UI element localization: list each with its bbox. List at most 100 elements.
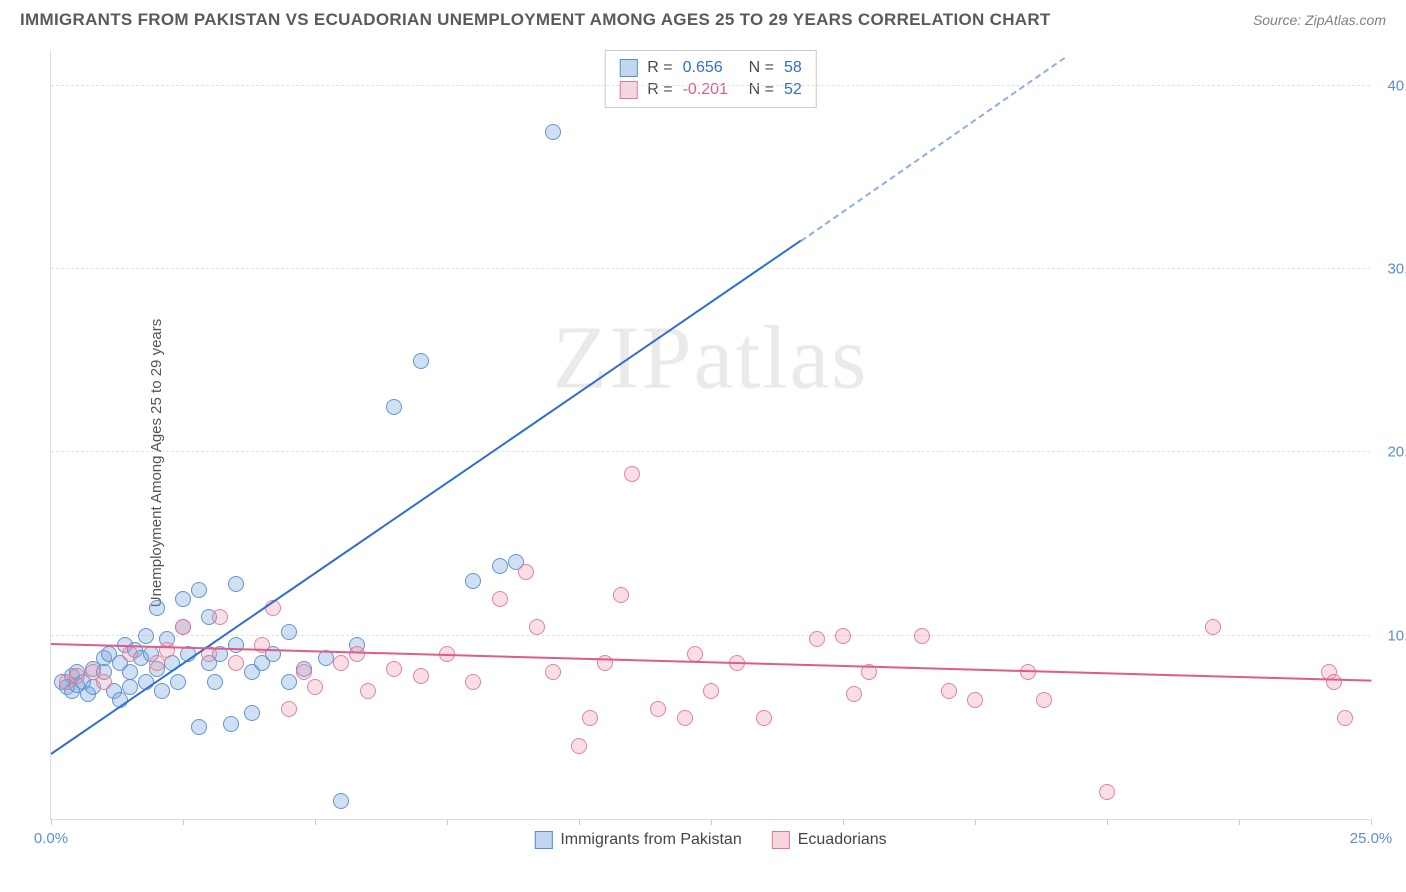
data-point bbox=[191, 719, 207, 735]
data-point bbox=[175, 591, 191, 607]
data-point bbox=[941, 683, 957, 699]
data-point bbox=[1205, 619, 1221, 635]
data-point bbox=[96, 674, 112, 690]
data-point bbox=[846, 686, 862, 702]
data-point bbox=[492, 558, 508, 574]
data-point bbox=[492, 591, 508, 607]
data-point bbox=[571, 738, 587, 754]
x-tick bbox=[447, 819, 448, 825]
chart-container: Unemployment Among Ages 25 to 29 years Z… bbox=[0, 35, 1406, 890]
data-point bbox=[170, 674, 186, 690]
data-point bbox=[1099, 784, 1115, 800]
x-tick bbox=[843, 819, 844, 825]
data-point bbox=[967, 692, 983, 708]
data-point bbox=[69, 668, 85, 684]
legend-item-series1: Immigrants from Pakistan bbox=[534, 831, 741, 849]
y-tick-label: 40.0% bbox=[1387, 77, 1406, 94]
data-point bbox=[296, 664, 312, 680]
data-point bbox=[835, 628, 851, 644]
data-point bbox=[149, 655, 165, 671]
x-tick-label: 25.0% bbox=[1350, 830, 1393, 847]
data-point bbox=[1326, 674, 1342, 690]
data-point bbox=[228, 637, 244, 653]
data-point bbox=[703, 683, 719, 699]
data-point bbox=[465, 573, 481, 589]
plot-area: ZIPatlas R = 0.656 N = 58 R = -0.201 N =… bbox=[50, 50, 1370, 820]
data-point bbox=[154, 683, 170, 699]
data-point bbox=[809, 631, 825, 647]
swatch-blue-icon bbox=[619, 59, 637, 77]
data-point bbox=[360, 683, 376, 699]
data-point bbox=[333, 655, 349, 671]
legend-label-series1: Immigrants from Pakistan bbox=[560, 831, 741, 849]
data-point bbox=[529, 619, 545, 635]
source-attribution: Source: ZipAtlas.com bbox=[1253, 12, 1386, 28]
x-tick bbox=[1371, 819, 1372, 825]
swatch-blue-icon bbox=[534, 831, 552, 849]
data-point bbox=[650, 701, 666, 717]
data-point bbox=[223, 716, 239, 732]
data-point bbox=[624, 466, 640, 482]
x-tick bbox=[1107, 819, 1108, 825]
correlation-stats-box: R = 0.656 N = 58 R = -0.201 N = 52 bbox=[604, 50, 816, 108]
y-tick-label: 20.0% bbox=[1387, 444, 1406, 461]
x-tick bbox=[579, 819, 580, 825]
data-point bbox=[687, 646, 703, 662]
x-tick bbox=[975, 819, 976, 825]
gridline bbox=[51, 268, 1370, 269]
data-point bbox=[582, 710, 598, 726]
data-point bbox=[756, 710, 772, 726]
data-point bbox=[281, 674, 297, 690]
y-tick-label: 10.0% bbox=[1387, 627, 1406, 644]
gridline bbox=[51, 85, 1370, 86]
data-point bbox=[244, 705, 260, 721]
gridline bbox=[51, 635, 1370, 636]
stats-row-series2: R = -0.201 N = 52 bbox=[619, 79, 801, 101]
x-tick bbox=[183, 819, 184, 825]
data-point bbox=[545, 664, 561, 680]
gridline bbox=[51, 451, 1370, 452]
data-point bbox=[386, 661, 402, 677]
data-point bbox=[413, 668, 429, 684]
chart-title: IMMIGRANTS FROM PAKISTAN VS ECUADORIAN U… bbox=[20, 10, 1051, 30]
data-point bbox=[333, 793, 349, 809]
data-point bbox=[914, 628, 930, 644]
data-point bbox=[386, 399, 402, 415]
data-point bbox=[307, 679, 323, 695]
data-point bbox=[175, 619, 191, 635]
data-point bbox=[545, 124, 561, 140]
data-point bbox=[677, 710, 693, 726]
x-tick-label: 0.0% bbox=[34, 830, 68, 847]
data-point bbox=[518, 564, 534, 580]
bottom-legend: Immigrants from Pakistan Ecuadorians bbox=[534, 831, 886, 849]
data-point bbox=[281, 624, 297, 640]
data-point bbox=[122, 646, 138, 662]
data-point bbox=[1036, 692, 1052, 708]
data-point bbox=[1020, 664, 1036, 680]
data-point bbox=[349, 646, 365, 662]
data-point bbox=[122, 664, 138, 680]
data-point bbox=[228, 576, 244, 592]
n-label: N = bbox=[749, 59, 774, 77]
swatch-pink-icon bbox=[772, 831, 790, 849]
data-point bbox=[212, 609, 228, 625]
x-tick bbox=[1239, 819, 1240, 825]
y-tick-label: 30.0% bbox=[1387, 261, 1406, 278]
data-point bbox=[159, 642, 175, 658]
data-point bbox=[149, 600, 165, 616]
stats-row-series1: R = 0.656 N = 58 bbox=[619, 57, 801, 79]
r-label: R = bbox=[647, 59, 672, 77]
data-point bbox=[122, 679, 138, 695]
data-point bbox=[138, 628, 154, 644]
legend-item-series2: Ecuadorians bbox=[772, 831, 887, 849]
r-value-series1: 0.656 bbox=[683, 59, 739, 77]
data-point bbox=[191, 582, 207, 598]
data-point bbox=[207, 674, 223, 690]
data-point bbox=[465, 674, 481, 690]
n-value-series1: 58 bbox=[784, 59, 802, 77]
x-tick bbox=[315, 819, 316, 825]
data-point bbox=[613, 587, 629, 603]
data-point bbox=[281, 701, 297, 717]
x-tick bbox=[51, 819, 52, 825]
x-tick bbox=[711, 819, 712, 825]
